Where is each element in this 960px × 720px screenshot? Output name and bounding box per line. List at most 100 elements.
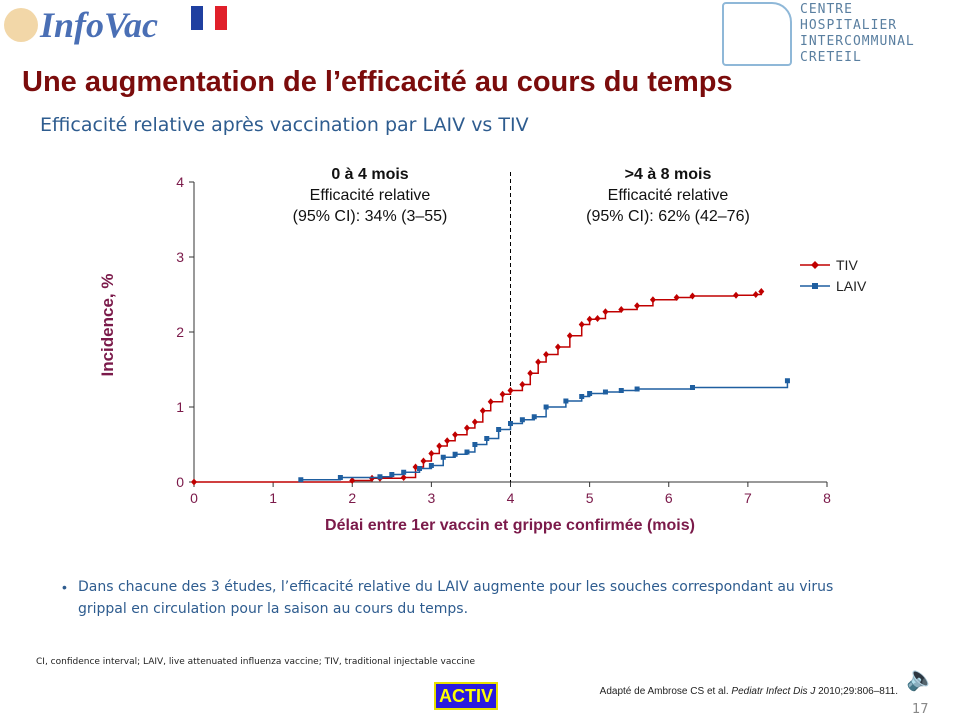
data-point-tiv — [507, 387, 514, 394]
slide-subtitle: Efficacité relative après vaccination pa… — [40, 114, 529, 136]
data-point-tiv — [673, 294, 680, 301]
legend-label-tiv: TIV — [836, 257, 858, 273]
x-tick-label: 2 — [348, 490, 356, 506]
hospital-mark-icon — [722, 2, 792, 66]
data-point-tiv — [543, 351, 550, 358]
legend-marker-laiv — [812, 283, 818, 289]
data-point-tiv — [428, 450, 435, 457]
hospital-logo-line: HOSPITALIER — [800, 18, 898, 33]
cupid-logo-icon — [4, 8, 38, 42]
data-point-tiv — [618, 306, 625, 313]
data-point-laiv — [689, 385, 695, 390]
speaker-icon[interactable]: 🔈 — [906, 665, 936, 692]
annotation-heading: >4 à 8 mois — [624, 166, 712, 183]
data-point-tiv — [471, 418, 478, 426]
bullet-icon: • — [62, 579, 67, 595]
hospital-logo-line: CRETEIL — [800, 50, 862, 65]
data-point-tiv — [499, 390, 506, 398]
x-tick-label: 4 — [507, 490, 515, 506]
y-tick-label: 2 — [176, 324, 184, 340]
annotation-early: 0 à 4 mois Efficacité relative (95% CI):… — [250, 164, 490, 227]
legend-marker-tiv — [811, 261, 819, 269]
flag-stripe — [215, 6, 227, 30]
data-point-laiv — [618, 388, 624, 393]
y-axis-label: Incidence, % — [98, 273, 117, 377]
x-axis-label: Délai entre 1er vaccin et grippe confirm… — [325, 517, 695, 534]
data-point-tiv — [479, 407, 486, 415]
data-point-laiv — [440, 454, 446, 460]
flag-stripe — [191, 6, 203, 30]
x-tick-label: 6 — [665, 490, 673, 506]
citation: Adapté de Ambrose CS et al. Pediatr Infe… — [600, 686, 898, 698]
data-point-tiv — [519, 381, 526, 388]
x-tick-label: 0 — [190, 490, 198, 506]
hospital-logo-line: CENTRE — [800, 2, 853, 17]
data-point-tiv — [594, 315, 601, 322]
x-tick-label: 3 — [427, 490, 435, 506]
data-point-tiv — [758, 288, 765, 295]
y-tick-label: 1 — [176, 399, 184, 415]
x-tick-label: 5 — [586, 490, 594, 506]
data-point-tiv — [634, 302, 641, 310]
data-point-laiv — [579, 394, 585, 399]
footnote: CI, confidence interval; LAIV, live atte… — [36, 657, 476, 667]
y-tick-label: 3 — [176, 249, 184, 265]
data-point-laiv — [472, 442, 478, 447]
series-line-laiv — [300, 380, 789, 481]
data-point-tiv — [463, 424, 470, 432]
hospital-logo-line: INTERCOMMUNAL — [800, 34, 915, 49]
data-point-tiv — [400, 474, 407, 481]
annotation-line: Efficacité relative — [309, 187, 431, 204]
citation-prefix: Adapté de Ambrose CS et al. — [599, 686, 732, 697]
annotation-line: (95% CI): 34% (3–55) — [292, 208, 448, 225]
data-point-laiv — [543, 404, 549, 410]
data-point-laiv — [484, 436, 490, 441]
data-point-laiv — [417, 466, 423, 471]
data-point-tiv — [733, 291, 740, 299]
annotation-line: (95% CI): 62% (42–76) — [586, 208, 750, 225]
citation-journal: Pediatr Infect Dis J — [731, 686, 816, 697]
legend-label-laiv: LAIV — [836, 278, 867, 294]
data-point-tiv — [487, 398, 494, 406]
data-point-laiv — [634, 386, 640, 392]
data-point-laiv — [602, 389, 608, 395]
data-point-laiv — [377, 474, 383, 480]
annotation-heading: 0 à 4 mois — [331, 166, 409, 183]
data-point-laiv — [519, 417, 525, 423]
data-point-tiv — [452, 431, 459, 439]
activ-button[interactable]: ACTIV — [434, 682, 498, 710]
data-point-tiv — [349, 477, 356, 484]
french-flag-icon — [191, 6, 227, 30]
data-point-laiv — [464, 449, 470, 455]
annotation-late: >4 à 8 mois Efficacité relative (95% CI)… — [548, 164, 788, 227]
data-point-tiv — [752, 291, 759, 298]
data-point-tiv — [578, 321, 585, 328]
series-line-tiv — [194, 291, 763, 483]
data-point-laiv — [298, 477, 304, 483]
data-point-laiv — [563, 398, 569, 404]
data-point-laiv — [587, 391, 593, 396]
bullet-text: Dans chacune des 3 études, l’efficacité … — [78, 579, 834, 617]
x-tick-label: 8 — [823, 490, 831, 506]
data-point-tiv — [436, 442, 443, 450]
annotation-line: Efficacité relative — [607, 187, 729, 204]
data-point-tiv — [535, 358, 542, 366]
data-point-tiv — [527, 369, 534, 377]
data-point-tiv — [554, 343, 561, 351]
data-point-tiv — [191, 478, 197, 486]
data-point-laiv — [531, 414, 537, 420]
data-point-tiv — [649, 296, 656, 304]
y-tick-label: 4 — [176, 174, 184, 190]
data-point-laiv — [508, 421, 513, 426]
slide-title: Une augmentation de l’efficacité au cour… — [22, 66, 733, 98]
data-point-tiv — [602, 308, 609, 316]
x-tick-label: 1 — [269, 490, 277, 506]
y-tick-label: 0 — [176, 474, 184, 490]
data-point-tiv — [586, 315, 593, 323]
x-tick-label: 7 — [744, 490, 752, 506]
data-point-laiv — [337, 475, 343, 480]
data-point-laiv — [389, 472, 395, 477]
data-point-tiv — [444, 437, 451, 445]
citation-suffix: 2010;29:806–811. — [815, 686, 898, 697]
